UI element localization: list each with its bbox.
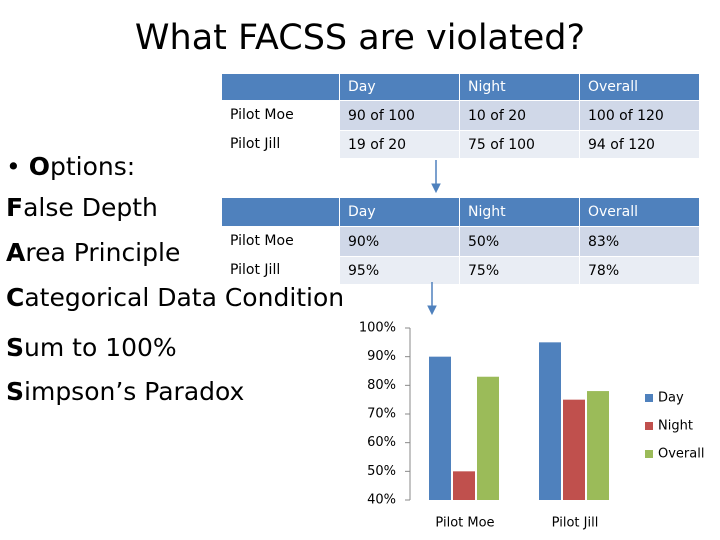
options-heading-text: Options: [28, 152, 136, 181]
table-header-cell: Night [460, 198, 580, 226]
option-text: Sum to 100% [6, 333, 177, 362]
option-text: Area Principle [6, 238, 181, 267]
bar [453, 471, 475, 500]
table-cell: 100 of 120 [580, 100, 700, 130]
y-tick-label: 70% [367, 407, 396, 422]
arrow-head [431, 183, 441, 194]
row-label: Pilot Moe [222, 226, 340, 256]
x-tick-label: Pilot Moe [435, 516, 494, 531]
y-tick-label: 90% [367, 349, 396, 364]
table-cell: 75 of 100 [460, 130, 580, 158]
x-tick-label: Pilot Jill [552, 516, 599, 531]
option-item: Area Principle [6, 238, 180, 267]
table-cell: 78% [580, 256, 700, 284]
table-header-cell: Day [340, 74, 460, 100]
y-tick-label: 60% [367, 435, 396, 450]
row-label: Pilot Jill [222, 256, 340, 284]
legend-label: Night [658, 419, 693, 434]
legend-label: Overall [658, 447, 704, 462]
table-cell: 75% [460, 256, 580, 284]
table-header-cell [222, 74, 340, 100]
table-cell: 90% [340, 226, 460, 256]
option-text: Categorical Data Condition [6, 283, 345, 312]
table-cell: 10 of 20 [460, 100, 580, 130]
table-cell: 19 of 20 [340, 130, 460, 158]
arrows [427, 160, 441, 316]
table-header-cell: Overall [580, 198, 700, 226]
option-item: Sum to 100% [6, 333, 177, 362]
slide-title: What FACSS are violated? [134, 18, 586, 58]
bar [563, 399, 585, 500]
y-tick-label: 50% [367, 464, 396, 479]
table-cell: 95% [340, 256, 460, 284]
legend-swatch [645, 422, 653, 430]
table-header-cell [222, 198, 340, 226]
table-cell: 50% [460, 226, 580, 256]
y-tick-label: 100% [359, 321, 396, 336]
row-label: Pilot Moe [222, 100, 340, 130]
y-tick-label: 40% [367, 493, 396, 508]
legend-swatch [645, 394, 653, 402]
bar [477, 376, 499, 500]
option-text: Simpson’s Paradox [6, 377, 245, 406]
option-text: False Depth [6, 193, 158, 222]
option-item: False Depth [6, 193, 158, 222]
table-cell: 83% [580, 226, 700, 256]
option-item: Simpson’s Paradox [6, 377, 244, 406]
table-cell: 90 of 100 [340, 100, 460, 130]
legend-label: Day [658, 391, 684, 406]
y-tick-label: 80% [367, 378, 396, 393]
table-header-cell: Overall [580, 74, 700, 100]
arrow-head [427, 305, 437, 316]
table-header-cell: Night [460, 74, 580, 100]
table-header-cell: Day [340, 198, 460, 226]
options-heading: • Options: [6, 152, 136, 181]
table-cell: 94 of 120 [580, 130, 700, 158]
bar [429, 356, 451, 500]
legend-swatch [645, 450, 653, 458]
bar [587, 391, 609, 500]
option-item: Categorical Data Condition [6, 283, 344, 312]
row-label: Pilot Jill [222, 130, 340, 158]
bar [539, 342, 561, 500]
